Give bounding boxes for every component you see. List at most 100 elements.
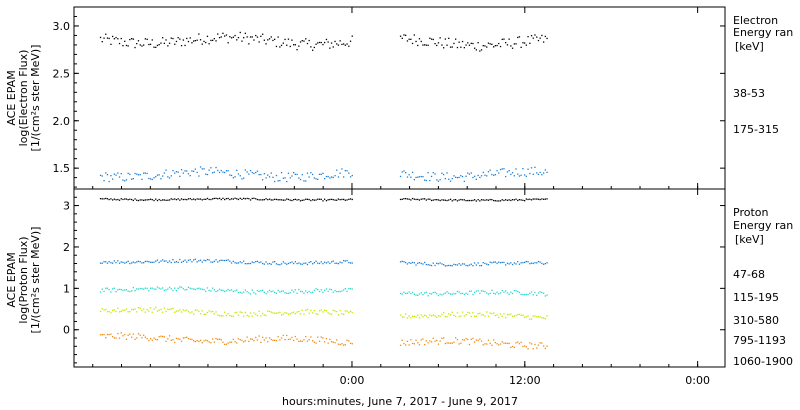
proton-point [346,290,348,293]
proton-point [213,289,215,291]
proton-point [508,293,510,295]
proton-point [162,199,164,201]
proton-point [156,199,159,202]
electron-point [399,175,402,178]
electron-point [267,174,269,176]
proton-point [306,308,309,311]
electron-point [206,35,209,37]
proton-point [236,289,238,291]
electron-point [112,35,114,38]
proton-point [131,308,133,311]
electron-point [546,171,548,173]
proton-point [255,198,257,200]
proton-point [429,314,431,316]
proton-point [522,314,524,316]
electron-point [132,178,134,180]
proton-point [329,262,331,265]
proton-point [317,262,319,264]
proton-series-310-580 [99,286,548,297]
proton-point [511,263,514,266]
proton-point [305,262,307,264]
proton-point [451,200,453,202]
proton-point [505,342,507,344]
electron-point [296,49,298,51]
proton-point [498,344,500,346]
proton-point [465,200,467,202]
proton-point [110,291,112,293]
proton-point [399,292,402,295]
electron-point [334,40,336,43]
proton-point [218,260,221,262]
electron-point [258,41,260,43]
proton-point [439,340,441,342]
proton-point [341,262,343,264]
proton-point [215,338,217,340]
proton-point [543,198,545,200]
proton-point [191,198,193,201]
proton-point [239,291,241,293]
electron-point [544,169,546,171]
proton-point [225,343,228,345]
proton-point [298,310,300,313]
proton-point [432,314,434,316]
electron-point [141,45,143,47]
proton-point [144,336,146,338]
proton-point [468,290,471,292]
proton-point [529,198,531,200]
proton-point [248,292,250,294]
proton-point [144,311,146,313]
electron-point [284,38,286,41]
proton-point [498,316,500,319]
proton-point [284,312,286,314]
proton-point [529,318,531,320]
proton-point [170,261,172,264]
proton-point [218,288,221,290]
electron-point [455,38,457,40]
electron-point [253,39,255,41]
electron-point [170,37,172,39]
proton-point [455,199,457,201]
electron-point [308,39,310,42]
electron-point [425,179,427,182]
electron-point [324,41,326,44]
proton-point [213,197,215,200]
proton-point [174,287,176,289]
proton-point [282,199,284,201]
proton-point [160,288,162,290]
proton-point [479,200,481,202]
proton-point [337,314,340,316]
proton-point [146,309,148,311]
proton-point [315,313,317,315]
proton-point [253,197,255,199]
proton-point [282,261,284,263]
proton-point [543,263,545,265]
proton-point [432,337,434,339]
proton-point [158,309,160,311]
electron-point [527,168,529,170]
electron-point [524,174,526,176]
proton-series-1060-1900 [99,332,548,350]
electron-point [227,42,229,44]
proton-point [280,314,283,316]
electron-point [303,40,305,42]
proton-point [465,314,467,316]
proton-point [129,333,131,335]
proton-point [279,199,281,201]
proton-ylabel-line-1: ACE EPAM [5,252,18,307]
proton-point [489,292,491,294]
proton-point [113,309,115,311]
electron-point [260,173,262,176]
proton-point [341,313,343,315]
electron-point [451,46,453,48]
proton-point [293,311,295,313]
proton-point [334,342,336,344]
electron-point [348,45,350,47]
proton-point [132,333,134,335]
electron-point [189,37,191,39]
proton-point [120,261,122,263]
proton-point [315,342,317,344]
proton-point [312,340,314,342]
proton-point [256,315,259,317]
proton-point [420,198,422,200]
proton-point [268,262,271,265]
